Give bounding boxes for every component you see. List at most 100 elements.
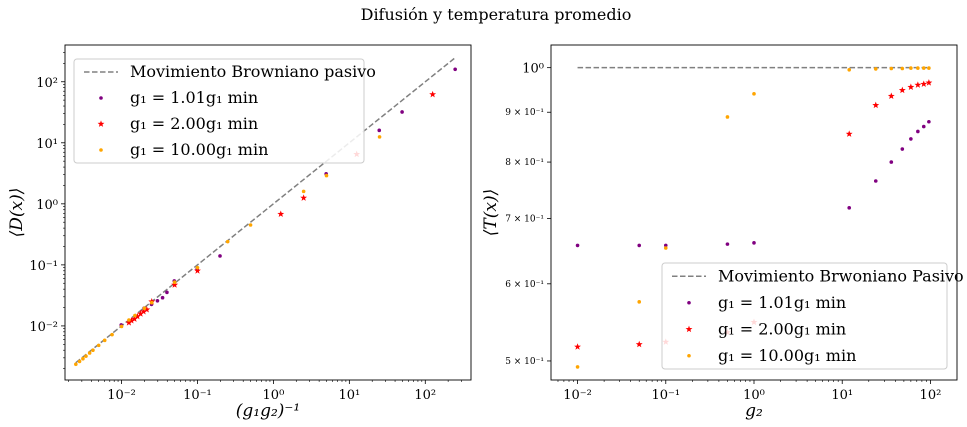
figure-title: Difusión y temperatura promedio: [361, 5, 632, 24]
y-tick-label: 10⁰: [36, 198, 58, 213]
data-point: [909, 137, 913, 141]
data-point: [77, 359, 82, 364]
data-point: [155, 298, 160, 303]
data-point: [575, 243, 580, 248]
plot-area: [64, 44, 472, 381]
legend-label: Movimiento Brwoniano Pasivo: [718, 266, 964, 285]
legend-marker-swatch: [99, 96, 103, 100]
data-point: [131, 315, 138, 322]
legend-label: g₁ = 2.00g₁ min: [130, 114, 258, 133]
series-1: [575, 119, 931, 248]
data-point: [889, 66, 894, 71]
x-tick-label: 10⁻²: [107, 388, 136, 403]
y-tick-label: 7 × 10⁻¹: [505, 215, 544, 225]
data-point: [663, 243, 668, 248]
data-point: [873, 67, 878, 71]
data-point: [160, 295, 165, 300]
data-point: [752, 241, 756, 245]
y-tick-label: 8 × 10⁻¹: [505, 158, 544, 168]
legend: Movimiento Browniano pasivo g₁ = 1.01g₁ m…: [73, 58, 376, 164]
data-point: [134, 312, 141, 320]
x-tick-label: 10⁰: [263, 388, 285, 403]
data-point: [927, 119, 931, 124]
legend-box: [661, 262, 948, 370]
data-point: [909, 66, 913, 70]
x-tick-label: 10²: [414, 388, 436, 403]
data-point: [127, 318, 131, 322]
data-point: [900, 66, 905, 71]
data-point: [377, 128, 382, 133]
data-point: [218, 254, 222, 258]
data-point: [916, 129, 920, 134]
x-tick-label: 10²: [920, 388, 942, 403]
y-axis-label: ⟨T(x)⟩: [481, 189, 501, 236]
y-tick-label: 10¹: [36, 137, 58, 152]
data-point: [725, 242, 730, 246]
data-point: [133, 313, 137, 318]
data-point: [927, 66, 931, 70]
x-axis-label: g₂: [745, 401, 763, 421]
legend-box: [73, 58, 365, 164]
chart-diffusion: 10⁻² 10⁻¹ 10⁰ 10¹ 10² 10⁻² 10⁻¹ 10⁰ 10¹ 10² (g₁g₂)…: [7, 44, 472, 421]
data-point: [277, 210, 285, 217]
data-point: [91, 348, 95, 353]
data-point: [921, 124, 926, 129]
data-point: [377, 135, 382, 139]
data-point: [900, 147, 905, 151]
data-point: [400, 110, 404, 114]
data-point: [140, 307, 147, 315]
data-point: [847, 206, 852, 210]
reference-line: [75, 56, 456, 364]
series-3: [575, 66, 931, 369]
data-point: [907, 83, 915, 91]
legend-marker-swatch: [687, 353, 691, 358]
x-tick-label: 10⁻¹: [651, 388, 680, 403]
data-point: [324, 173, 329, 178]
data-point: [916, 66, 920, 70]
y-tick-label: 9 × 10⁻¹: [505, 108, 544, 118]
legend-label: g₁ = 10.00g₁ min: [130, 140, 268, 159]
data-point: [137, 310, 144, 317]
data-point: [142, 306, 147, 311]
series-0: [75, 56, 456, 364]
data-point: [301, 189, 306, 194]
data-point: [873, 179, 878, 183]
data-point: [898, 86, 906, 94]
legend-label: g₁ = 10.00g₁ min: [718, 346, 856, 365]
data-point: [872, 101, 880, 109]
data-point: [637, 243, 642, 248]
legend-marker-swatch: [685, 325, 693, 333]
data-point: [925, 79, 933, 86]
x-tick-label: 10⁰: [743, 388, 765, 403]
data-point: [96, 343, 101, 348]
data-point: [429, 90, 437, 98]
y-tick-label: 5 × 10⁻¹: [505, 357, 544, 367]
data-point: [102, 338, 107, 343]
legend-marker-swatch: [97, 120, 105, 127]
legend-label: g₁ = 2.00g₁ min: [718, 319, 846, 338]
data-point: [887, 92, 895, 100]
data-point: [635, 340, 643, 348]
x-tick-label: 10¹: [338, 388, 360, 403]
data-point: [575, 365, 580, 369]
data-point: [574, 343, 581, 350]
data-point: [752, 92, 756, 96]
data-point: [149, 300, 154, 305]
legend-label: g₁ = 1.01g₁ min: [718, 293, 846, 312]
series-3: [74, 135, 382, 367]
data-point: [300, 194, 308, 201]
y-tick-label: 10⁰: [522, 62, 544, 77]
data-point: [920, 80, 928, 87]
y-tick-label: 6 × 10⁻¹: [505, 280, 544, 290]
y-axis-label: ⟨D(x)⟩: [7, 188, 27, 238]
data-point: [725, 115, 730, 119]
data-point: [453, 67, 457, 72]
y-tick-label: 10⁻¹: [29, 259, 58, 274]
data-point: [248, 223, 253, 227]
data-point: [110, 332, 114, 337]
y-tick-label: 10²: [36, 76, 58, 91]
x-tick-label: 10⁻²: [563, 388, 592, 403]
data-point: [195, 265, 200, 270]
data-point: [81, 356, 85, 361]
